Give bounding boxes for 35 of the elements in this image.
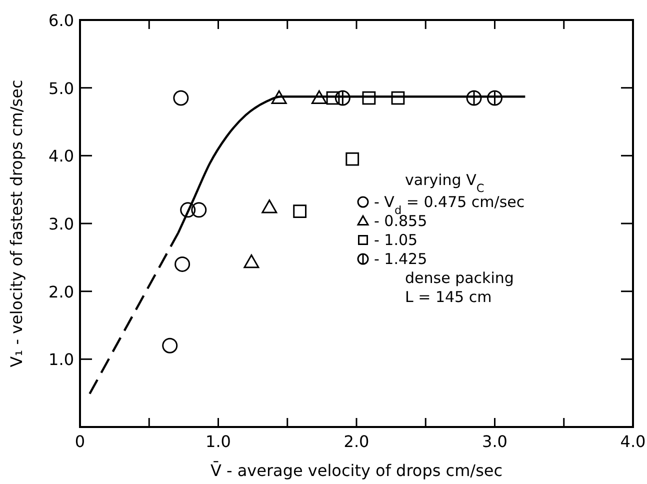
y-tick-label: 3.0 [48,214,74,234]
legend-label: - 1.425 [374,250,428,268]
y-tick-label: 5.0 [48,78,74,98]
point [162,338,178,354]
point [346,152,360,166]
point [326,91,340,105]
x-tick-label: 2.0 [344,432,370,451]
point [174,256,190,272]
y-tick-label: 4.0 [48,146,74,166]
point [271,90,287,104]
x-tick-label: 0 [74,432,86,451]
point [262,199,278,214]
y-tick-label: 6.0 [48,11,74,30]
y-tick-label: 1.0 [48,350,74,370]
y-axis-title: V₁ - velocity of fastest drops cm/sec [7,80,26,368]
point [244,254,260,268]
point [466,90,482,106]
x-tick-label: 4.0 [620,432,646,451]
point [334,90,350,106]
y-tick-label: 2.0 [48,282,74,302]
point [311,90,327,104]
point [293,204,307,218]
point [487,90,502,106]
x-tick-label: 1.0 [206,432,231,451]
point [391,91,405,105]
x-axis-title: V̄ - average velocity of drops cm/sec [210,461,503,480]
legend-title: varying V$_{C}$ [405,171,484,194]
annotation: L = 145 cm [405,288,492,306]
annotation: dense packing [405,269,514,287]
x-tick-label: 3.0 [482,432,508,451]
point [173,90,189,106]
point [362,91,376,105]
point [180,202,196,218]
legend-label: - 1.05 [374,231,418,249]
point [191,202,207,218]
